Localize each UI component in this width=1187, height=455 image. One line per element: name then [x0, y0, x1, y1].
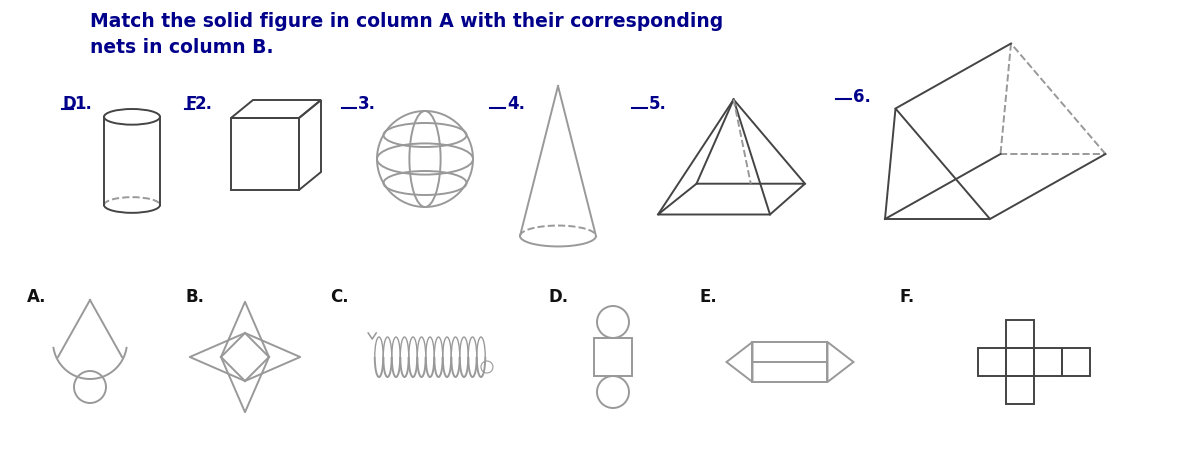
Text: C.: C. [330, 288, 349, 305]
Text: 5.: 5. [649, 95, 667, 113]
Bar [1007, 376, 1034, 404]
Text: 2.: 2. [195, 95, 212, 113]
Text: D: D [62, 95, 76, 113]
Text: 3.: 3. [358, 95, 376, 113]
Text: D.: D. [548, 288, 569, 305]
Text: A.: A. [27, 288, 46, 305]
Text: E.: E. [700, 288, 718, 305]
Text: 4.: 4. [507, 95, 525, 113]
Bar [1007, 348, 1034, 376]
Bar [1007, 320, 1034, 348]
Text: 6.: 6. [853, 88, 871, 106]
Bar [978, 348, 1007, 376]
Text: 1.: 1. [74, 95, 91, 113]
Bar [1062, 348, 1090, 376]
Bar [594, 338, 631, 376]
Text: nets in column B.: nets in column B. [90, 38, 273, 57]
Text: Match the solid figure in column A with their corresponding: Match the solid figure in column A with … [90, 12, 723, 31]
Bar [1034, 348, 1062, 376]
Text: F.: F. [900, 288, 915, 305]
Text: F: F [185, 95, 196, 113]
Text: B.: B. [185, 288, 204, 305]
Bar [753, 342, 827, 382]
